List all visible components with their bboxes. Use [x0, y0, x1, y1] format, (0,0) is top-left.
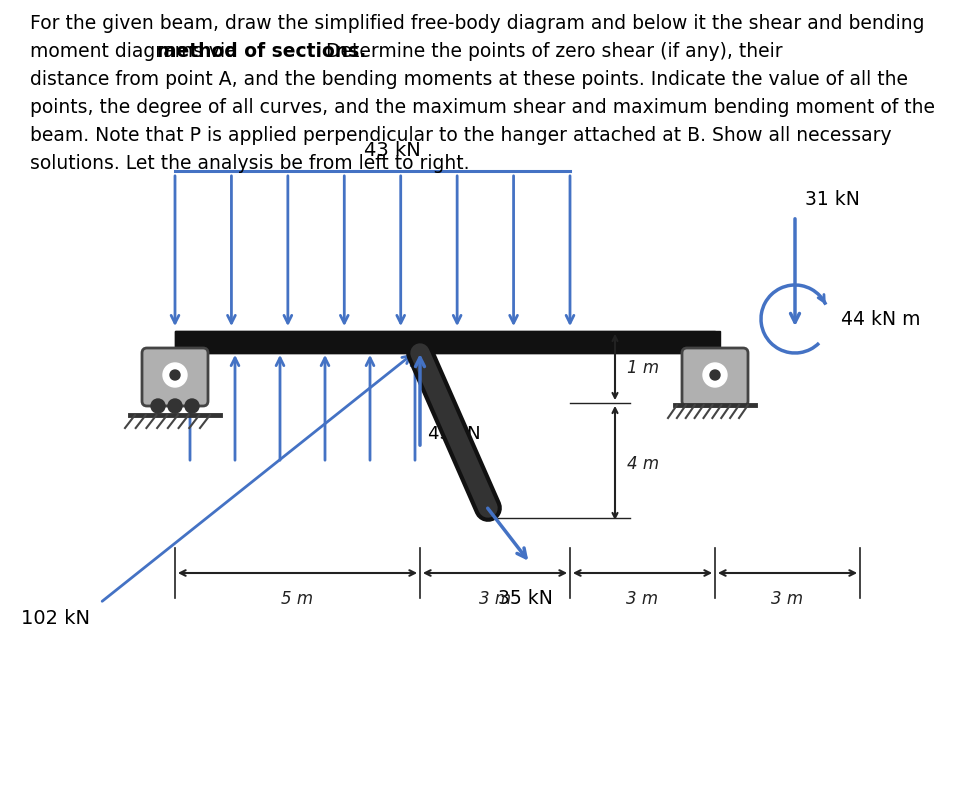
Circle shape	[168, 400, 182, 414]
Text: 35 kN: 35 kN	[498, 589, 553, 607]
Text: 102 kN: 102 kN	[21, 608, 90, 627]
Text: beam. Note that P is applied perpendicular to the hanger attached at B. Show all: beam. Note that P is applied perpendicul…	[30, 126, 892, 145]
FancyBboxPatch shape	[142, 349, 208, 406]
Text: 43 kN: 43 kN	[428, 425, 480, 442]
Text: 1 m: 1 m	[627, 359, 660, 377]
Text: 43 kN: 43 kN	[365, 141, 420, 160]
Bar	[175, 332, 720, 353]
Text: moment diagrams via: moment diagrams via	[30, 42, 243, 61]
Text: For the given beam, draw the simplified free-body diagram and below it the shear: For the given beam, draw the simplified …	[30, 14, 924, 33]
FancyBboxPatch shape	[682, 349, 748, 406]
Text: 44 kN m: 44 kN m	[841, 310, 920, 329]
Circle shape	[710, 370, 720, 381]
Bar	[175, 332, 715, 353]
Text: C: C	[575, 310, 587, 328]
Text: D: D	[720, 310, 734, 328]
Circle shape	[185, 400, 199, 414]
Text: 5 m: 5 m	[281, 589, 314, 607]
Circle shape	[170, 370, 180, 381]
Text: solutions. Let the analysis be from left to right.: solutions. Let the analysis be from left…	[30, 154, 469, 173]
Circle shape	[703, 364, 727, 388]
Circle shape	[163, 364, 187, 388]
Text: points, the degree of all curves, and the maximum shear and maximum bending mome: points, the degree of all curves, and th…	[30, 98, 935, 117]
Text: method of sections.: method of sections.	[157, 42, 367, 61]
Text: 3 m: 3 m	[771, 589, 804, 607]
Text: 4 m: 4 m	[627, 454, 660, 472]
Text: Determine the points of zero shear (if any), their: Determine the points of zero shear (if a…	[320, 42, 783, 61]
Text: distance from point A, and the bending moments at these points. Indicate the val: distance from point A, and the bending m…	[30, 70, 908, 89]
Text: 3 m: 3 m	[479, 589, 511, 607]
Circle shape	[151, 400, 165, 414]
Text: 3 m: 3 m	[626, 589, 659, 607]
Text: 31 kN: 31 kN	[805, 190, 859, 209]
Text: B: B	[425, 310, 438, 328]
Text: A: A	[180, 310, 193, 328]
